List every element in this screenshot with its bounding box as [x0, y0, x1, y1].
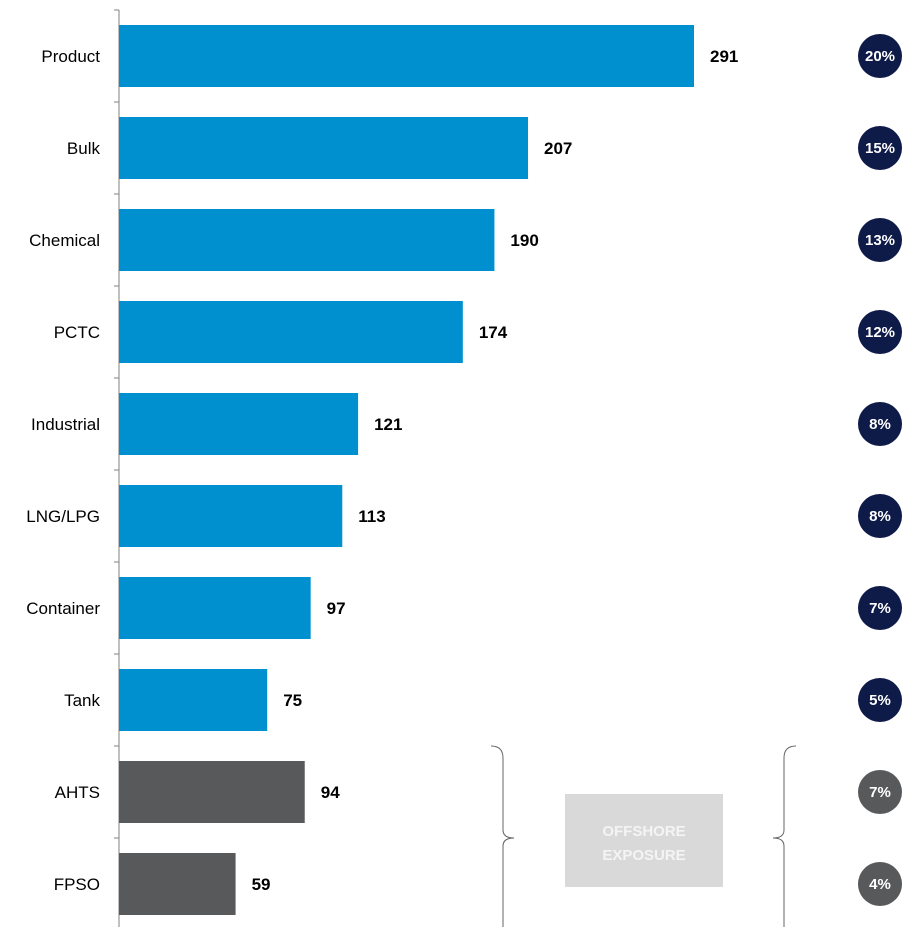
category-label: FPSO	[54, 875, 100, 894]
share-label: 4%	[869, 876, 891, 893]
share-circle	[858, 678, 902, 722]
bar	[119, 577, 311, 639]
offshore-exposure-label: EXPOSURE	[602, 847, 685, 864]
category-label: Container	[26, 599, 100, 618]
share-circle	[858, 494, 902, 538]
left-brace	[490, 745, 515, 927]
category-label: AHTS	[55, 783, 100, 802]
bar	[119, 25, 694, 87]
bar	[119, 761, 305, 823]
share-circle	[858, 586, 902, 630]
bar	[119, 301, 463, 363]
data-label: 94	[321, 783, 340, 802]
share-label: 15%	[865, 140, 895, 157]
bar	[119, 669, 268, 731]
bar	[119, 853, 236, 915]
data-label: 207	[544, 139, 572, 158]
category-label: PCTC	[54, 323, 100, 342]
share-label: 20%	[865, 48, 895, 65]
share-label: 7%	[869, 600, 891, 617]
data-label: 59	[252, 875, 271, 894]
share-label: 7%	[869, 784, 891, 801]
category-label: LNG/LPG	[26, 507, 100, 526]
share-label: 8%	[869, 416, 891, 433]
data-label: 190	[510, 231, 538, 250]
share-circle	[858, 402, 902, 446]
offshore-exposure-label: OFFSHORE	[602, 823, 685, 840]
share-circle	[858, 770, 902, 814]
category-label: Tank	[64, 691, 100, 710]
share-circle	[858, 218, 902, 262]
category-label: Bulk	[67, 139, 101, 158]
bar	[119, 485, 343, 547]
data-label: 174	[479, 323, 508, 342]
data-label: 121	[374, 415, 402, 434]
bar	[119, 117, 529, 179]
offshore-exposure-box	[565, 794, 723, 887]
share-label: 13%	[865, 232, 895, 249]
share-circle	[858, 862, 902, 906]
category-label: Industrial	[31, 415, 100, 434]
share-label: 8%	[869, 508, 891, 525]
data-label: 113	[358, 507, 385, 526]
bar	[119, 209, 495, 271]
data-label: 97	[327, 599, 346, 618]
data-label: 75	[283, 691, 302, 710]
share-label: 12%	[865, 324, 895, 341]
category-label: Chemical	[29, 231, 100, 250]
share-circle	[858, 34, 902, 78]
category-label: Product	[41, 47, 100, 66]
share-label: 5%	[869, 692, 891, 709]
right-brace	[772, 745, 797, 927]
data-label: 291	[710, 47, 738, 66]
bar	[119, 393, 359, 455]
share-circle	[858, 310, 902, 354]
share-circle	[858, 126, 902, 170]
